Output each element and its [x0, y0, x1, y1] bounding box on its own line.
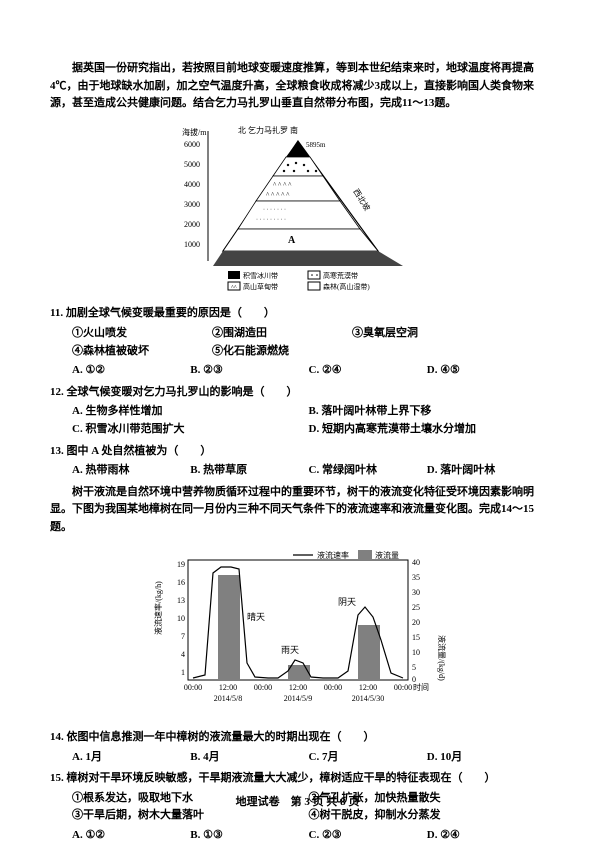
q11-opts: A. ①② B. ②③ C. ②④ D. ④⑤: [50, 362, 545, 380]
bar-cloudy: [358, 625, 380, 680]
svg-text:积雪冰川带: 积雪冰川带: [243, 271, 278, 280]
label-cloudy: 阴天: [338, 597, 356, 607]
intro-2: 树干液流是自然环境中营养物质循环过程中的重要环节，树干的液流变化特征受环境因素影…: [50, 484, 545, 537]
svg-text:5000: 5000: [184, 160, 200, 169]
svg-text:00:00: 00:00: [323, 683, 341, 692]
svg-text:^ ^ ^ ^: ^ ^ ^ ^: [273, 181, 292, 189]
question-11: 11. 加剧全球气候变暖最重要的原因是（ ） ①火山喷发 ②围湖造田 ③臭氧层空…: [50, 305, 545, 379]
svg-text:2000: 2000: [184, 220, 200, 229]
svg-text:2014/5/30: 2014/5/30: [351, 694, 383, 703]
svg-text:· · · · · · ·: · · · · · · ·: [263, 207, 286, 213]
slope-label: 西北坡: [351, 187, 372, 213]
svg-text:5895m: 5895m: [306, 141, 326, 149]
y1-label: 液流速率/(kg/h): [153, 580, 163, 634]
q11-title: 11. 加剧全球气候变暖最重要的原因是（ ）: [50, 305, 545, 323]
label-rainy: 雨天: [281, 645, 299, 655]
svg-text:森林(高山湿带): 森林(高山湿带): [323, 282, 370, 291]
svg-text:7: 7: [181, 632, 185, 641]
svg-text:00:00: 00:00: [393, 683, 411, 692]
svg-text:10: 10: [412, 648, 420, 657]
q12-title: 12. 全球气候变暖对乞力马扎罗山的影响是（ ）: [50, 384, 545, 402]
question-12: 12. 全球气候变暖对乞力马扎罗山的影响是（ ） A. 生物多样性增加 B. 落…: [50, 384, 545, 439]
label-a: A: [288, 235, 296, 246]
bar-rainy: [288, 665, 310, 680]
legend-flow: 液流速率 液流量: [293, 550, 399, 560]
svg-text:25: 25: [412, 603, 420, 612]
svg-text:16: 16: [177, 578, 185, 587]
x-end: 时间: [413, 682, 429, 692]
svg-text:00:00: 00:00: [253, 683, 271, 692]
svg-text:高山草甸带: 高山草甸带: [243, 282, 278, 291]
intro-1: 据英国一份研究指出，若按照目前地球变暖速度推算，等到本世纪结束来时，地球温度将再…: [50, 60, 545, 113]
q13-opts: A. 热带雨林 B. 热带草原 C. 常绿阔叶林 D. 落叶阔叶林: [50, 462, 545, 480]
svg-text:3000: 3000: [184, 200, 200, 209]
page-footer: 地理试卷 第 3 页 共 8 页: [0, 794, 595, 812]
svg-text:高寒荒漠带: 高寒荒漠带: [323, 271, 358, 280]
svg-text:1000: 1000: [184, 240, 200, 249]
svg-text:5: 5: [412, 663, 416, 672]
question-14: 14. 依图中信息推测一年中樟树的液流量最大的时期出现在（ ） A. 1月 B.…: [50, 729, 545, 766]
q12-opts: A. 生物多样性增加 B. 落叶阔叶林带上界下移 C. 积雪冰川带范围扩大 D.…: [50, 403, 545, 438]
svg-text:2014/5/8: 2014/5/8: [213, 694, 241, 703]
figure-liquid-flow: 19 16 13 10 7 4 1 液流速率/(kg/h) 40 35 30 25 20 15 1…: [50, 545, 545, 722]
bar-sunny: [218, 575, 240, 680]
svg-text:液流量: 液流量: [375, 550, 399, 560]
svg-text:19: 19: [177, 560, 185, 569]
svg-text:30: 30: [412, 588, 420, 597]
q14-opts: A. 1月 B. 4月 C. 7月 D. 10月: [50, 749, 545, 767]
top-label: 北 乞力马扎罗 南: [238, 125, 298, 135]
svg-text:^ ^ ^ ^ ^: ^ ^ ^ ^ ^: [266, 191, 290, 199]
svg-text:35: 35: [412, 573, 420, 582]
label-sunny: 晴天: [247, 611, 265, 622]
svg-text:· · · · · · · · ·: · · · · · · · · ·: [256, 217, 286, 223]
svg-text:4000: 4000: [184, 180, 200, 189]
svg-text:10: 10: [177, 614, 185, 623]
svg-text:12:00: 12:00: [358, 683, 376, 692]
svg-text:12:00: 12:00: [218, 683, 236, 692]
svg-text:1: 1: [181, 668, 185, 677]
svg-text:40: 40: [412, 558, 420, 567]
question-13: 13. 图中 A 处自然植被为（ ） A. 热带雨林 B. 热带草原 C. 常绿…: [50, 443, 545, 480]
svg-text:6000: 6000: [184, 140, 200, 149]
svg-text:12:00: 12:00: [288, 683, 306, 692]
q13-title: 13. 图中 A 处自然植被为（ ）: [50, 443, 545, 461]
svg-text:20: 20: [412, 618, 420, 627]
svg-text:^^: ^^: [231, 285, 237, 291]
q11-subs: ①火山喷发 ②围湖造田 ③臭氧层空洞 ④森林植被破坏 ⑤化石能源燃烧: [50, 325, 545, 360]
svg-text:液流速率: 液流速率: [317, 550, 349, 560]
q14-title: 14. 依图中信息推测一年中樟树的液流量最大的时期出现在（ ）: [50, 729, 545, 747]
svg-text:4: 4: [181, 650, 185, 659]
q15-opts: A. ①② B. ①③ C. ②③ D. ②④: [50, 827, 545, 845]
svg-text:13: 13: [177, 596, 185, 605]
svg-text:15: 15: [412, 633, 420, 642]
y-axis-label: 海拔/m: [182, 127, 207, 137]
legend-mountain: 积雪冰川带 高寒荒漠带 ^^ 高山草甸带 森林(高山湿带): [228, 271, 370, 291]
y2-label: 液流量/(kg/d): [437, 635, 447, 681]
svg-text:2014/5/9: 2014/5/9: [283, 694, 311, 703]
q15-title: 15. 樟树对干旱环境反映敏感，干旱期液流量大大减少，樟树适应干旱的特征表现在（…: [50, 770, 545, 788]
figure-mountain: 海拔/m 6000 5000 4000 3000 2000 1000 北 乞力马…: [50, 121, 545, 298]
svg-text:00:00: 00:00: [183, 683, 201, 692]
